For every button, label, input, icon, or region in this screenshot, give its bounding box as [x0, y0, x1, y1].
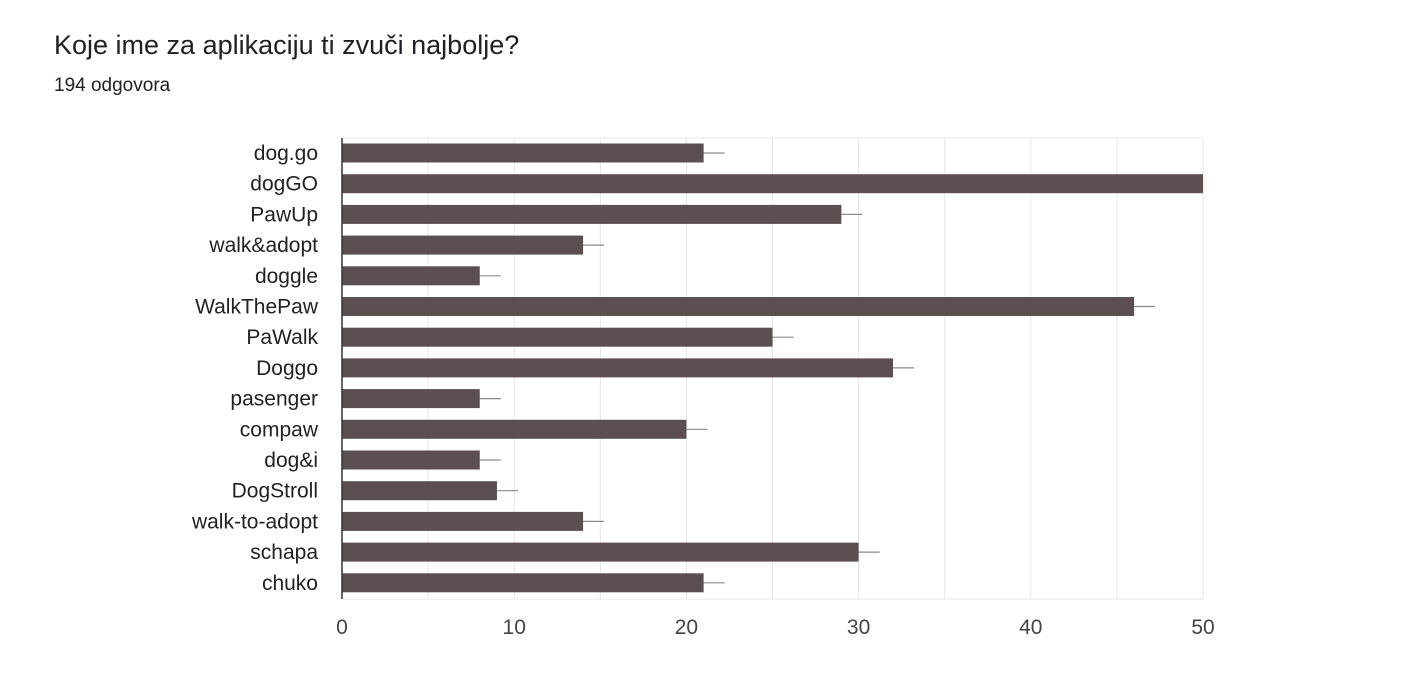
bar [342, 235, 584, 255]
x-tick-label: 0 [336, 616, 348, 639]
category-label: DogStroll [232, 480, 318, 503]
category-label: dog&i [264, 449, 318, 472]
category-labels: dog.go dogGO PawUp walk&adopt doggle WalkTheP… [191, 142, 319, 595]
x-tick-label: 20 [675, 616, 698, 639]
bar [342, 327, 773, 347]
category-label: doggle [255, 265, 318, 288]
bar [342, 573, 704, 593]
bar [342, 389, 480, 409]
category-label: dog.go [254, 142, 318, 165]
bar [342, 358, 894, 378]
bar [342, 481, 497, 501]
category-label: chuko [262, 572, 318, 595]
bar [342, 450, 480, 470]
bar [342, 204, 842, 224]
bar [342, 419, 687, 439]
response-count: 194 odgovora [54, 75, 171, 96]
bar [342, 143, 704, 163]
bar [342, 297, 1135, 316]
bar [342, 174, 1203, 194]
x-tick-label: 50 [1191, 616, 1214, 639]
category-label: pasenger [230, 388, 318, 411]
bar [342, 542, 859, 562]
category-label: PawUp [250, 203, 318, 226]
category-label: dogGO [250, 173, 318, 196]
category-label: walk&adopt [208, 234, 318, 257]
category-label: walk-to-adopt [191, 510, 318, 533]
x-tick-label: 10 [503, 616, 526, 639]
category-label: schapa [250, 541, 318, 564]
bar [342, 511, 584, 531]
category-label: WalkThePaw [195, 296, 319, 319]
category-label: PaWalk [246, 326, 318, 349]
x-tick-label: 30 [847, 616, 870, 639]
x-tick-label: 40 [1019, 616, 1042, 639]
tick-labels: 0 10 20 30 40 50 [336, 616, 1215, 639]
bar [342, 266, 480, 286]
bars [342, 143, 1203, 593]
category-label: compaw [240, 418, 319, 441]
category-label: Doggo [256, 357, 318, 380]
chart-title: Koje ime za aplikaciju ti zvuči najbolje… [54, 30, 520, 60]
